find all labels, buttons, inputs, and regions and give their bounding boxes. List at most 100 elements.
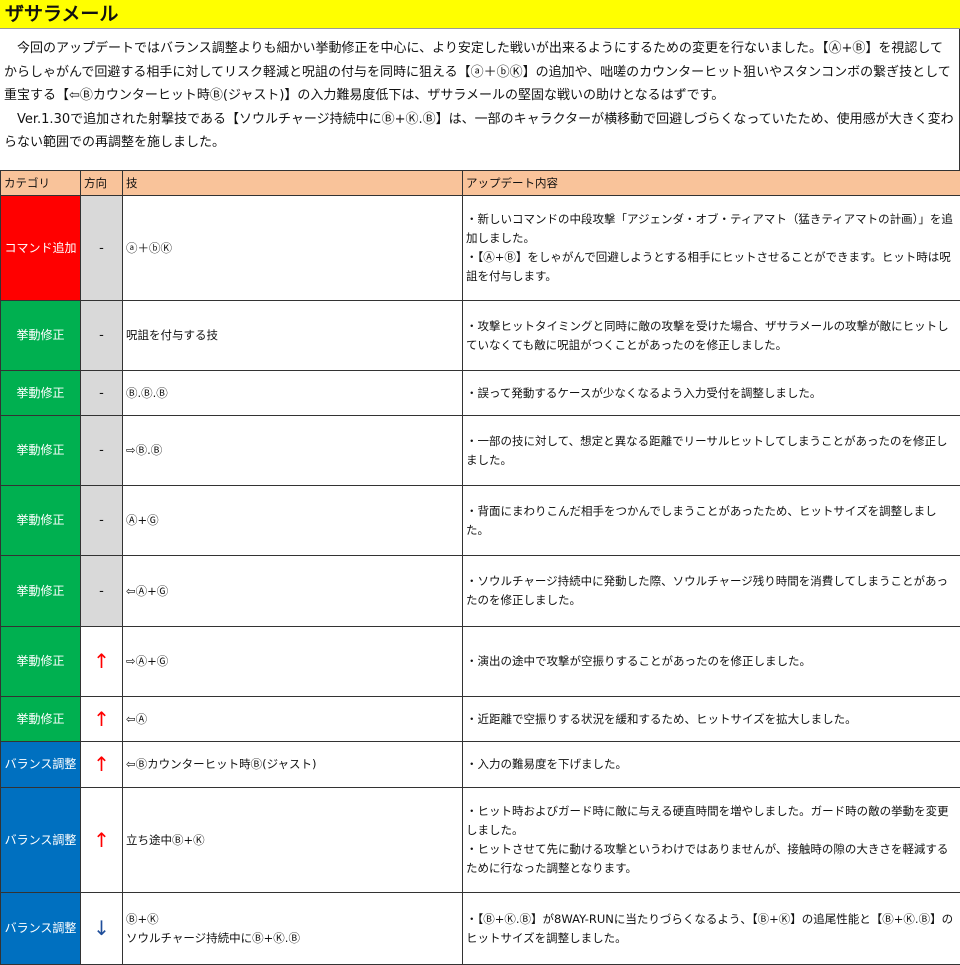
category-cell: 挙動修正 xyxy=(1,371,81,416)
move-name: ⇦Ⓐ xyxy=(126,710,459,729)
details-cell: ・入力の難易度を下げました。 xyxy=(463,742,960,788)
page-title: ザサラメール xyxy=(0,0,960,29)
table-row: コマンド追加 - ⓐ＋ⓑⓀ ・新しいコマンドの中段攻撃「アジェンダ・オブ・ティアマト（… xyxy=(1,196,960,301)
move-name: 呪詛を付与する技 xyxy=(126,326,459,345)
move-name: ソウルチャージ持続中にⒷ+Ⓚ.Ⓑ xyxy=(126,929,459,948)
details-cell: ・誤って発動するケースが少なくなるよう入力受付を調整しました。 xyxy=(463,371,960,416)
detail-line: ・入力の難易度を下げました。 xyxy=(466,755,957,774)
intro-text: 今回のアップデートではバランス調整よりも細かい挙動修正を中心に、より安定した戦い… xyxy=(0,29,960,170)
details-cell: ・背面にまわりこんだ相手をつかんでしまうことがあったため、ヒットサイズを調整しま… xyxy=(463,486,960,556)
details-cell: ・一部の技に対して、想定と異なる距離でリーサルヒットしてしまうことがあったのを修… xyxy=(463,416,960,486)
direction-cell: - xyxy=(81,301,123,371)
category-cell: 挙動修正 xyxy=(1,416,81,486)
update-table: カテゴリ 方向 技 アップデート内容 コマンド追加 - ⓐ＋ⓑⓀ ・新しいコマンドの中… xyxy=(0,170,960,965)
arrow-up-icon: ↑ xyxy=(93,752,110,776)
details-cell: ・攻撃ヒットタイミングと同時に敵の攻撃を受けた場合、ザサラメールの攻撃が敵にヒッ… xyxy=(463,301,960,371)
header-direction: 方向 xyxy=(81,171,123,196)
details-cell: ・【Ⓑ+Ⓚ.Ⓑ】が8WAY-RUNに当たりづらくなるよう、【Ⓑ+Ⓚ】の追尾性能と… xyxy=(463,893,960,965)
direction-cell: - xyxy=(81,371,123,416)
move-name: ⓐ＋ⓑⓀ xyxy=(126,239,459,258)
header-details: アップデート内容 xyxy=(463,171,960,196)
direction-cell: ↑ xyxy=(81,742,123,788)
header-move: 技 xyxy=(123,171,463,196)
intro-paragraph: 今回のアップデートではバランス調整よりも細かい挙動修正を中心に、より安定した戦い… xyxy=(4,37,955,108)
detail-line: ・背面にまわりこんだ相手をつかんでしまうことがあったため、ヒットサイズを調整しま… xyxy=(466,502,957,540)
direction-none: - xyxy=(99,386,104,401)
direction-none: - xyxy=(99,241,104,256)
detail-line: ・誤って発動するケースが少なくなるよう入力受付を調整しました。 xyxy=(466,384,957,403)
table-row: バランス調整 ↑ ⇦Ⓑカウンターヒット時Ⓑ(ジャスト) ・入力の難易度を下げました。 xyxy=(1,742,960,788)
detail-line: ・【Ⓑ+Ⓚ.Ⓑ】が8WAY-RUNに当たりづらくなるよう、【Ⓑ+Ⓚ】の追尾性能と… xyxy=(466,910,957,948)
table-row: 挙動修正 - ⇦Ⓐ+Ⓖ ・ソウルチャージ持続中に発動した際、ソウルチャージ残り時間を消… xyxy=(1,556,960,627)
detail-line: ・一部の技に対して、想定と異なる距離でリーサルヒットしてしまうことがあったのを修… xyxy=(466,432,957,470)
move-name: Ⓑ.Ⓑ.Ⓑ xyxy=(126,384,459,403)
detail-line: ・ヒットさせて先に動ける攻撃というわけではありませんが、接触時の隙の大きさを軽減… xyxy=(466,840,957,878)
details-cell: ・ヒット時およびガード時に敵に与える硬直時間を増やしました。ガード時の敵の挙動を… xyxy=(463,788,960,893)
arrow-up-icon: ↑ xyxy=(93,649,110,673)
details-cell: ・演出の途中で攻撃が空振りすることがあったのを修正しました。 xyxy=(463,627,960,697)
move-name: ⇨Ⓑ.Ⓑ xyxy=(126,441,459,460)
direction-cell: - xyxy=(81,416,123,486)
category-cell: 挙動修正 xyxy=(1,301,81,371)
detail-line: ・【Ⓐ+Ⓑ】をしゃがんで回避しようとする相手にヒットさせることができます。ヒット… xyxy=(466,248,957,286)
move-cell: Ⓐ+Ⓖ xyxy=(123,486,463,556)
category-cell: 挙動修正 xyxy=(1,556,81,627)
move-cell: ⓐ＋ⓑⓀ xyxy=(123,196,463,301)
category-cell: バランス調整 xyxy=(1,742,81,788)
table-row: 挙動修正 - 呪詛を付与する技・攻撃ヒットタイミングと同時に敵の攻撃を受けた場合、ザ… xyxy=(1,301,960,371)
category-cell: 挙動修正 xyxy=(1,486,81,556)
details-cell: ・ソウルチャージ持続中に発動した際、ソウルチャージ残り時間を消費してしまうことが… xyxy=(463,556,960,627)
table-row: 挙動修正 - ⇨Ⓑ.Ⓑ ・一部の技に対して、想定と異なる距離でリーサルヒットしてしまう… xyxy=(1,416,960,486)
move-cell: 呪詛を付与する技 xyxy=(123,301,463,371)
move-cell: ⇦Ⓐ xyxy=(123,697,463,742)
details-cell: ・近距離で空振りする状況を緩和するため、ヒットサイズを拡大しました。 xyxy=(463,697,960,742)
direction-cell: - xyxy=(81,556,123,627)
move-cell: ⇨Ⓐ+Ⓖ xyxy=(123,627,463,697)
intro-paragraph: Ver.1.30で追加された射撃技である【ソウルチャージ持続中にⒷ+Ⓚ.Ⓑ】は、… xyxy=(4,108,955,155)
details-cell: ・新しいコマンドの中段攻撃「アジェンダ・オブ・ティアマト（猛きティアマトの計画）… xyxy=(463,196,960,301)
move-cell: 立ち途中Ⓑ+Ⓚ xyxy=(123,788,463,893)
header-category: カテゴリ xyxy=(1,171,81,196)
move-name: ⇨Ⓐ+Ⓖ xyxy=(126,652,459,671)
move-name: ⇦Ⓐ+Ⓖ xyxy=(126,582,459,601)
detail-line: ・近距離で空振りする状況を緩和するため、ヒットサイズを拡大しました。 xyxy=(466,710,957,729)
direction-cell: ↑ xyxy=(81,788,123,893)
table-row: 挙動修正↑⇨Ⓐ+Ⓖ・演出の途中で攻撃が空振りすることがあったのを修正しました。 xyxy=(1,627,960,697)
detail-line: ・ヒット時およびガード時に敵に与える硬直時間を増やしました。ガード時の敵の挙動を… xyxy=(466,802,957,840)
category-cell: バランス調整 xyxy=(1,788,81,893)
arrow-up-icon: ↑ xyxy=(93,828,110,852)
move-name: ⇦Ⓑカウンターヒット時Ⓑ(ジャスト) xyxy=(126,755,459,774)
table-row: バランス調整 ↑ 立ち途中Ⓑ+Ⓚ ・ヒット時およびガード時に敵に与える硬直時間を増やし… xyxy=(1,788,960,893)
move-cell: Ⓑ.Ⓑ.Ⓑ xyxy=(123,371,463,416)
detail-line: ・演出の途中で攻撃が空振りすることがあったのを修正しました。 xyxy=(466,652,957,671)
detail-line: ・新しいコマンドの中段攻撃「アジェンダ・オブ・ティアマト（猛きティアマトの計画）… xyxy=(466,210,957,248)
direction-none: - xyxy=(99,513,104,528)
direction-none: - xyxy=(99,443,104,458)
direction-cell: - xyxy=(81,196,123,301)
category-cell: コマンド追加 xyxy=(1,196,81,301)
table-header-row: カテゴリ 方向 技 アップデート内容 xyxy=(1,171,960,196)
move-name: 立ち途中Ⓑ+Ⓚ xyxy=(126,831,459,850)
direction-none: - xyxy=(99,584,104,599)
direction-cell: ↑ xyxy=(81,697,123,742)
table-row: 挙動修正 ↑ ⇦Ⓐ ・近距離で空振りする状況を緩和するため、ヒットサイズを拡大しました… xyxy=(1,697,960,742)
arrow-down-icon: ↓ xyxy=(93,916,110,940)
direction-cell: ↓ xyxy=(81,893,123,965)
move-cell: ⇨Ⓑ.Ⓑ xyxy=(123,416,463,486)
direction-cell: - xyxy=(81,486,123,556)
detail-line: ・ソウルチャージ持続中に発動した際、ソウルチャージ残り時間を消費してしまうことが… xyxy=(466,572,957,610)
category-cell: バランス調整 xyxy=(1,893,81,965)
table-row: 挙動修正 - Ⓐ+Ⓖ ・背面にまわりこんだ相手をつかんでしまうことがあったため、ヒット… xyxy=(1,486,960,556)
table-row: 挙動修正 - Ⓑ.Ⓑ.Ⓑ ・誤って発動するケースが少なくなるよう入力受付を調整しました… xyxy=(1,371,960,416)
move-cell: ⇦Ⓐ+Ⓖ xyxy=(123,556,463,627)
direction-cell: ↑ xyxy=(81,627,123,697)
arrow-up-icon: ↑ xyxy=(93,707,110,731)
move-name: Ⓐ+Ⓖ xyxy=(126,511,459,530)
direction-none: - xyxy=(99,328,104,343)
detail-line: ・攻撃ヒットタイミングと同時に敵の攻撃を受けた場合、ザサラメールの攻撃が敵にヒッ… xyxy=(466,317,957,355)
category-cell: 挙動修正 xyxy=(1,697,81,742)
move-name: Ⓑ+Ⓚ xyxy=(126,910,459,929)
move-cell: ⇦Ⓑカウンターヒット時Ⓑ(ジャスト) xyxy=(123,742,463,788)
